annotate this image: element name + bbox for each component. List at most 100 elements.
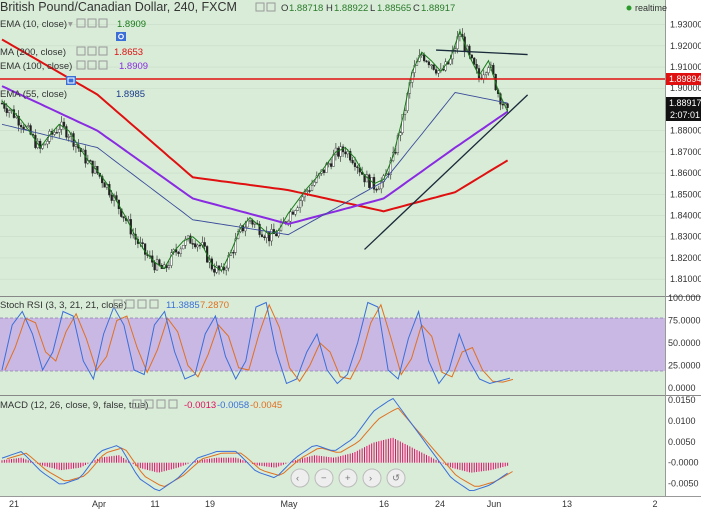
candle-body <box>427 61 431 66</box>
macd-legend[interactable]: MACD (12, 26, close, 9, false, true) -0.… <box>0 399 282 411</box>
collapse-legend-icon[interactable] <box>66 76 76 85</box>
svg-text:‹: ‹ <box>296 473 299 484</box>
chart-nav-buttons[interactable]: ‹ − + › ↺ <box>290 468 406 488</box>
countdown-label: 2:07:01 <box>670 110 700 120</box>
candle-body <box>337 147 340 157</box>
candle-body <box>351 160 354 164</box>
candle-body <box>306 190 309 192</box>
countdown-tag <box>666 109 701 121</box>
candle-body <box>313 181 316 186</box>
scroll-left-button[interactable]: ‹ <box>290 468 310 488</box>
zoom-out-button[interactable]: − <box>314 468 334 488</box>
svg-text:MA (200, close): MA (200, close) <box>0 47 66 58</box>
candle-body <box>17 115 20 126</box>
candle-body <box>330 163 333 167</box>
candle-body <box>215 265 218 273</box>
stoch-tick-label: 50.0000 <box>668 338 701 348</box>
settings-box-icon[interactable] <box>266 2 276 12</box>
price-tick-label: 1.85000 <box>670 189 701 199</box>
macd-tick-label: -0.0000 <box>668 458 699 468</box>
candle-body <box>294 210 297 215</box>
candle-body <box>380 181 383 190</box>
svg-text:H: H <box>326 3 333 14</box>
candle-body <box>103 182 106 188</box>
svg-text:›: › <box>369 473 372 484</box>
price-tick-label: 1.82000 <box>670 253 701 263</box>
ema10-line <box>1 29 509 272</box>
zoom-in-button[interactable]: + <box>338 468 358 488</box>
price-tick-label: 1.84000 <box>670 211 701 221</box>
svg-text:1.8909: 1.8909 <box>119 61 148 72</box>
price-tick-label: 1.88000 <box>670 126 701 136</box>
candle-body <box>122 216 125 219</box>
svg-text:−: − <box>321 473 327 484</box>
settings-box-icon[interactable] <box>255 2 265 12</box>
scroll-right-button[interactable]: › <box>362 468 382 488</box>
svg-text:EMA (10, close): EMA (10, close) <box>0 19 67 30</box>
macd-line <box>1 397 508 492</box>
candle-body <box>232 252 235 254</box>
macd-axis[interactable]: 0.0150 0.0100 0.0050 -0.0000 -0.0050 <box>668 395 699 488</box>
ema55-legend[interactable]: EMA (55, close) 1.8985 <box>0 89 145 100</box>
ohlc-values: O 1.88718 H 1.88922 L 1.88565 C 1.88917 <box>281 3 455 14</box>
last-price-tag <box>666 97 701 109</box>
macd-tick-label: 0.0050 <box>668 437 696 447</box>
price-axis[interactable]: 1.93000 1.92000 1.91000 1.90000 1.88000 1.870… <box>670 20 701 285</box>
candle-body <box>194 243 197 248</box>
ema100-line <box>1 85 509 226</box>
ema10-legend[interactable]: EMA (10, close) ▾ 1.8909 <box>0 18 146 30</box>
candle-body <box>55 132 58 134</box>
svg-text:1.88917: 1.88917 <box>421 3 455 14</box>
svg-text:-0.0013: -0.0013 <box>184 400 216 411</box>
macd-tick-label: -0.0050 <box>668 479 699 489</box>
candle-body <box>203 242 206 247</box>
candle-body <box>287 220 290 224</box>
time-tick-label: Apr <box>92 499 106 509</box>
stoch-lines <box>1 301 514 385</box>
candle-body <box>46 141 49 145</box>
candle-body <box>182 245 185 250</box>
trendline <box>436 49 528 56</box>
candle-body <box>425 60 428 63</box>
svg-text:1.8985: 1.8985 <box>116 89 145 100</box>
svg-text:1.8653: 1.8653 <box>114 47 143 58</box>
trendline <box>364 94 529 250</box>
stoch-tick-label: 25.0000 <box>668 361 701 371</box>
price-tick-label: 1.93000 <box>670 20 701 30</box>
stoch-k-line <box>1 301 511 385</box>
candle-body <box>213 269 216 273</box>
candle-body <box>430 64 433 67</box>
candle-body <box>179 248 182 254</box>
candle-body <box>377 188 380 191</box>
candle-body <box>272 229 275 234</box>
price-tick-label: 1.83000 <box>670 232 701 242</box>
candle-body <box>420 54 423 56</box>
chart-title[interactable]: British Pound/Canadian Dollar, 240, FXCM <box>0 0 237 14</box>
candle-body <box>253 222 256 225</box>
time-tick-label: Jun <box>487 499 502 509</box>
price-tick-label: 1.86000 <box>670 168 701 178</box>
reset-chart-button[interactable]: ↺ <box>386 468 406 488</box>
svg-text:▾: ▾ <box>68 19 73 30</box>
candle-body <box>394 152 397 154</box>
time-axis[interactable]: 21 Apr 11 19 May 16 24 Jun 13 2 <box>9 499 658 509</box>
grid-lines <box>0 24 665 280</box>
price-tick-label: 1.92000 <box>670 41 701 51</box>
gear-icon[interactable] <box>116 32 126 41</box>
candle-body <box>191 243 194 245</box>
macd-tick-label: 0.0100 <box>668 416 696 426</box>
stoch-rsi-legend[interactable]: Stoch RSI (3, 3, 21, 21, close) 11.3885 … <box>0 299 229 311</box>
stoch-tick-label: 75.0000 <box>668 316 701 326</box>
candle-body <box>248 220 252 222</box>
candle-body <box>473 57 476 65</box>
ema200-legend[interactable]: MA (200, close) 1.8653 <box>0 46 143 58</box>
svg-text:↺: ↺ <box>392 473 400 484</box>
ema100-legend[interactable]: EMA (100, close) 1.8909 <box>0 60 148 72</box>
ema200-line <box>1 38 509 213</box>
red-line-price-label: 1.89894 <box>669 74 701 84</box>
time-tick-label: 2 <box>652 499 657 509</box>
stoch-axis[interactable]: 100.0000 75.0000 50.0000 25.0000 0.0000 <box>668 293 701 393</box>
main-price-panel[interactable] <box>0 0 665 296</box>
time-tick-label: 21 <box>9 499 19 509</box>
